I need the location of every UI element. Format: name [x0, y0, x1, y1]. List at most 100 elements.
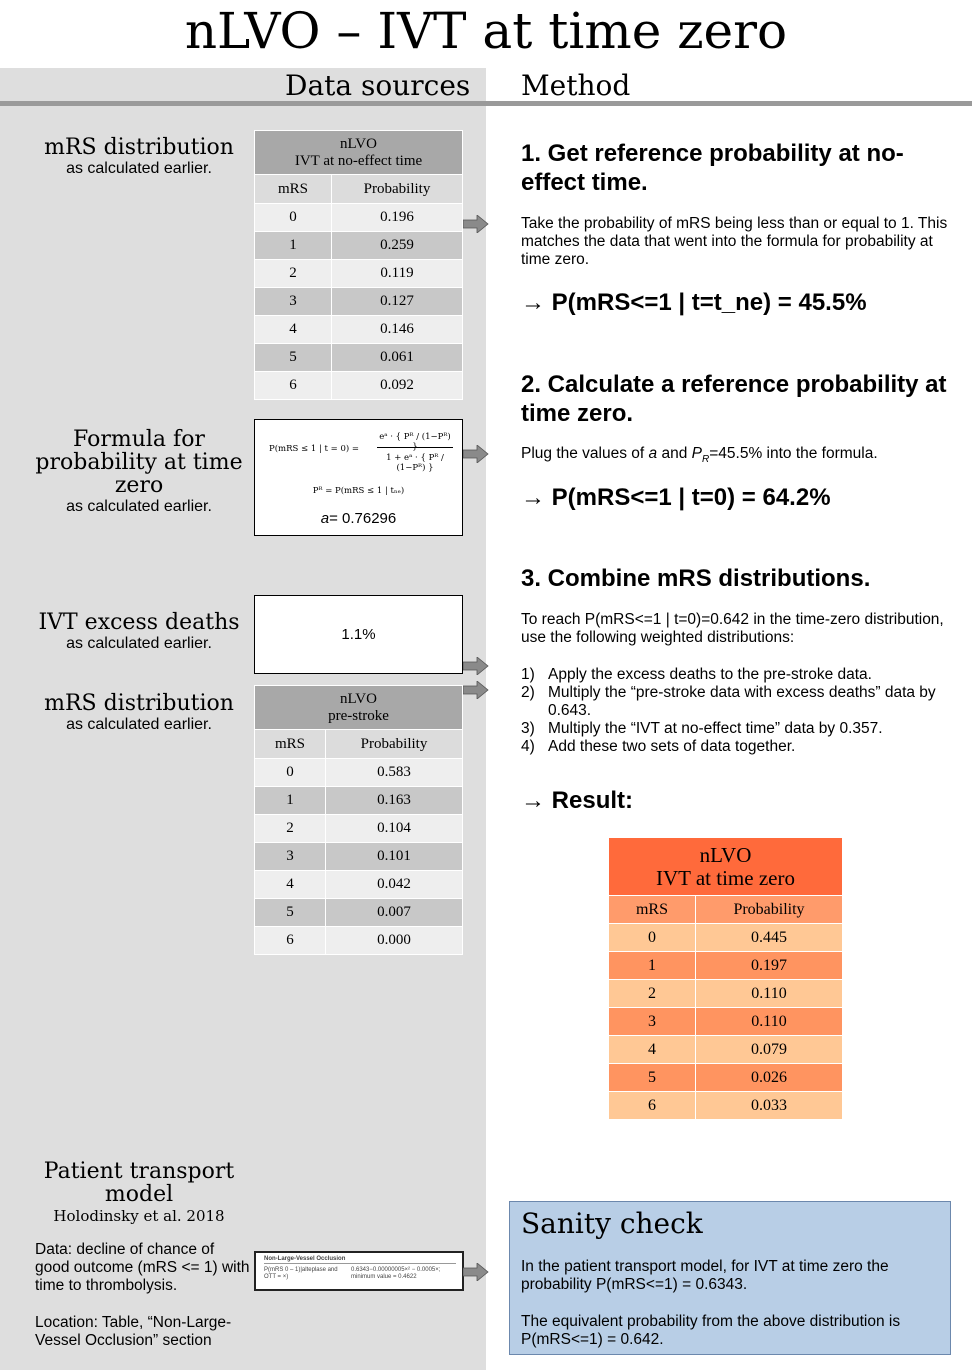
table-row: 3 0.101: [254, 842, 463, 871]
probability-cell: 0.101: [325, 842, 463, 871]
table-row: 6 0.033: [608, 1091, 843, 1120]
step3-list-item: 4) Add these two sets of data together.: [521, 738, 946, 756]
arrow-right-icon: [463, 681, 489, 699]
table-row: 0 0.445: [608, 923, 843, 952]
sanity-check-title: Sanity check: [521, 1207, 703, 1240]
step3-list: 1) Apply the excess deaths to the pre-str…: [521, 666, 946, 756]
excess-deaths-box: 1.1%: [254, 595, 463, 674]
column-header: mRS: [254, 174, 332, 204]
mrs-pre-stroke-subtitle: as calculated earlier.: [66, 716, 212, 733]
column-header: mRS: [608, 895, 696, 924]
formula-title: Formula for probability at time zero: [35, 427, 243, 498]
table-header: nLVO pre-stroke: [254, 685, 463, 730]
mrs-pre-stroke-table: nLVO pre-stroke mRS Probability 0 0.583 1 0.1…: [254, 685, 463, 955]
column-header: Probability: [325, 729, 463, 759]
transport-data-note: Data: decline of chance of good outcome …: [35, 1241, 250, 1294]
page-title: nLVO – IVT at time zero: [184, 2, 788, 60]
step2-result: → P(mRS<=1 | t=0) = 64.2%: [521, 484, 831, 511]
mrs-cell: 4: [254, 870, 326, 899]
excess-deaths-title: IVT excess deaths: [38, 610, 240, 635]
list-text: Add these two sets of data together.: [548, 738, 796, 755]
mrs-cell: 2: [254, 814, 326, 843]
mrs-no-effect-table: nLVO IVT at no-effect time mRS Probability…: [254, 130, 463, 400]
mrs-cell: 0: [254, 203, 332, 232]
table-row: 0 0.583: [254, 758, 463, 787]
probability-cell: 0.110: [695, 1007, 843, 1036]
excess-deaths-value: 1.1%: [341, 626, 376, 643]
mrs-cell: 1: [254, 231, 332, 260]
step3-title: 3. Combine mRS distributions.: [521, 565, 871, 592]
probability-cell: 0.196: [331, 203, 463, 232]
sanity-check-p1: In the patient transport model, for IVT …: [521, 1258, 889, 1293]
list-number: 3): [521, 720, 535, 737]
table-row: 2 0.119: [254, 259, 463, 288]
mrs-cell: 6: [254, 371, 332, 400]
formula-pr-definition: Pᴿ = P(mRS ≤ 1 | tₙₑ): [312, 486, 405, 496]
list-number: 1): [521, 666, 535, 683]
formula-subtitle: as calculated earlier.: [66, 498, 212, 515]
transport-model-citation: Holodinsky et al. 2018: [53, 1207, 225, 1225]
transport-model-label: Patient transport model Holodinsky et al…: [28, 1160, 250, 1226]
mrs-cell: 3: [254, 287, 332, 316]
mrs-cell: 6: [254, 926, 326, 955]
table-row: 6 0.092: [254, 371, 463, 400]
mrs-cell: 3: [254, 842, 326, 871]
list-number: 4): [521, 738, 535, 755]
table-row: 2 0.104: [254, 814, 463, 843]
arrow-right-icon: [463, 215, 489, 233]
thumbnail-title: Non-Large-Vessel Occlusion: [264, 1256, 456, 1264]
step3-result: → Result:: [521, 787, 634, 814]
arrow-right-icon: [463, 1263, 489, 1281]
table-row: 5 0.007: [254, 898, 463, 927]
probability-cell: 0.079: [695, 1035, 843, 1064]
formula-a-value: a= 0.76296: [320, 510, 397, 527]
column-header: mRS: [254, 729, 326, 759]
probability-cell: 0.146: [331, 315, 463, 344]
table-row: 3 0.110: [608, 1007, 843, 1036]
table-row: 1 0.259: [254, 231, 463, 260]
step1-body: Take the probability of mRS being less t…: [521, 215, 948, 268]
probability-cell: 0.583: [325, 758, 463, 787]
table-row: 4 0.079: [608, 1035, 843, 1064]
list-number: 2): [521, 684, 535, 701]
mrs-cell: 4: [254, 315, 332, 344]
probability-cell: 0.026: [695, 1063, 843, 1092]
excess-deaths-subtitle: as calculated earlier.: [66, 635, 212, 652]
mrs-pre-stroke-title: mRS distribution: [44, 691, 234, 716]
list-text: Multiply the “IVT at no-effect time” dat…: [548, 720, 883, 737]
column-header: Probability: [695, 895, 843, 924]
mrs-cell: 2: [254, 259, 332, 288]
arrow-right-icon: [463, 445, 489, 463]
probability-cell: 0.127: [331, 287, 463, 316]
probability-cell: 0.092: [331, 371, 463, 400]
mrs-cell: 6: [608, 1091, 696, 1120]
list-text: Apply the excess deaths to the pre-strok…: [548, 666, 872, 683]
table-header: nLVO IVT at no-effect time: [254, 130, 463, 175]
table-row: 1 0.163: [254, 786, 463, 815]
mrs-cell: 1: [254, 786, 326, 815]
mrs-cell: 5: [608, 1063, 696, 1092]
transport-model-title: Patient transport model: [43, 1159, 235, 1207]
table-row: 4 0.146: [254, 315, 463, 344]
table-row: 1 0.197: [608, 951, 843, 980]
data-sources-heading: Data sources: [285, 69, 471, 102]
mrs-cell: 0: [254, 758, 326, 787]
probability-cell: 0.061: [331, 343, 463, 372]
result-table: nLVO IVT at time zero mRS Probability 0 0.4…: [608, 837, 843, 1120]
probability-cell: 0.000: [325, 926, 463, 955]
probability-cell: 0.007: [325, 898, 463, 927]
step3-body: To reach P(mRS<=1 | t=0)=0.642 in the ti…: [521, 611, 944, 646]
table-row: 5 0.061: [254, 343, 463, 372]
table-row: 6 0.000: [254, 926, 463, 955]
excess-deaths-label: IVT excess deaths as calculated earlier.: [28, 611, 250, 653]
probability-cell: 0.259: [331, 231, 463, 260]
mrs-cell: 3: [608, 1007, 696, 1036]
formula-label: Formula for probability at time zero as …: [28, 428, 250, 516]
step3-list-item: 3) Multiply the “IVT at no-effect time” d…: [521, 720, 946, 738]
header-divider: [0, 101, 972, 106]
probability-cell: 0.163: [325, 786, 463, 815]
sanity-check-box: Sanity check In the patient transport mo…: [509, 1201, 951, 1355]
probability-cell: 0.042: [325, 870, 463, 899]
thumbnail-right: 0.6343−0.00000005×² − 0.0005×; minimum v…: [351, 1267, 441, 1280]
table-row: 0 0.196: [254, 203, 463, 232]
